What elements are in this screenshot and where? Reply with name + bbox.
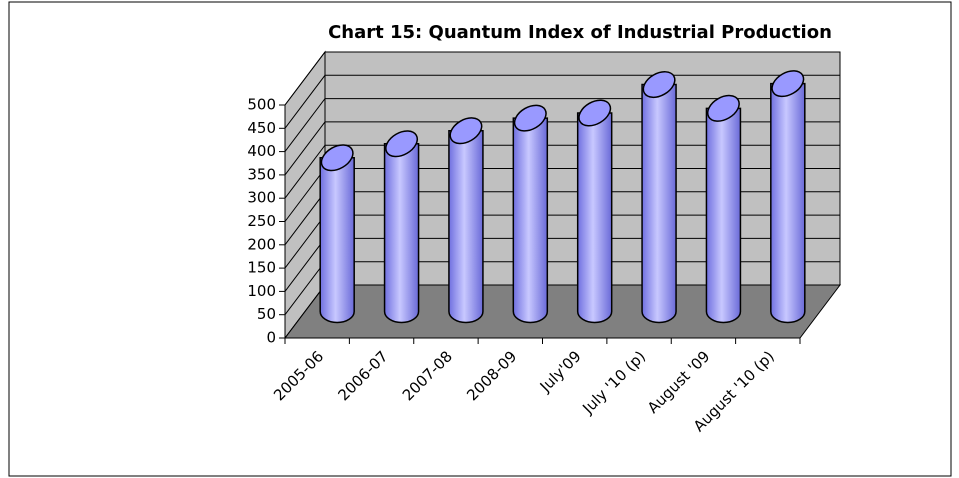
cylinder-top [385, 130, 419, 158]
y-tick-label: 350 [247, 165, 276, 183]
y-tick-label: 500 [247, 96, 276, 114]
cylinder-body [641, 83, 677, 324]
cylinder-body [512, 117, 549, 324]
cylinder-body [770, 82, 806, 324]
cylinder-top [578, 99, 612, 127]
y-tick-label: 0 [266, 329, 276, 347]
cylinder [319, 144, 355, 324]
y-tick-label: 100 [247, 282, 276, 300]
y-tick-label: 200 [247, 235, 276, 253]
cylinder-top [320, 144, 354, 172]
cylinder [705, 94, 742, 324]
cylinder [383, 130, 420, 324]
cylinder [512, 104, 549, 324]
cylinder-body [448, 129, 484, 324]
y-tick-label: 50 [257, 305, 276, 323]
cylinder [770, 70, 806, 324]
y-tick-label: 300 [247, 189, 276, 207]
floor [283, 284, 842, 339]
cylinder-body [319, 156, 355, 324]
y-tick-label: 450 [247, 119, 276, 137]
cylinder-top [706, 94, 740, 122]
y-tick-label: 400 [247, 142, 276, 160]
cylinder [576, 99, 613, 324]
cylinder-top [449, 117, 483, 145]
cylinder [641, 71, 677, 324]
y-tick-label: 250 [247, 212, 276, 230]
cylinder-top [642, 71, 676, 99]
grid-line [284, 51, 840, 106]
chart-title: Chart 15: Quantum Index of Industrial Pr… [328, 22, 832, 43]
cylinder-top [771, 70, 805, 98]
cylinder-body [576, 112, 613, 324]
cylinder [448, 117, 484, 324]
cylinder-top [513, 104, 547, 132]
cylinder-body [383, 142, 420, 324]
y-tick-label: 150 [247, 259, 276, 277]
cylinder-body [705, 107, 742, 324]
